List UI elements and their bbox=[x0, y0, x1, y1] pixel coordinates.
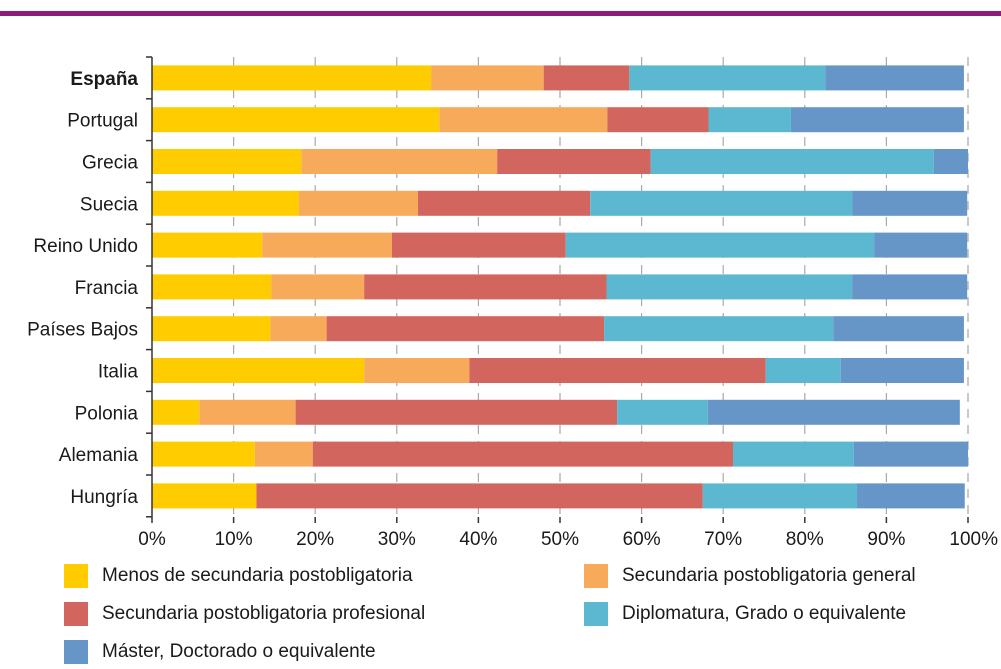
bar-segment bbox=[312, 441, 733, 467]
bar-segment bbox=[497, 149, 651, 174]
category-label: Portugal bbox=[67, 111, 138, 132]
x-tick-label: 60% bbox=[623, 529, 661, 550]
category-label: Francia bbox=[75, 278, 139, 299]
category-label: Italia bbox=[98, 362, 139, 383]
x-tick-label: 0% bbox=[138, 529, 166, 550]
category-label: Grecia bbox=[82, 153, 138, 174]
x-tick-label: 40% bbox=[459, 529, 497, 550]
category-label: Alemania bbox=[59, 445, 139, 466]
stacked-bar-chart: España Portugal Grecia Suecia Reino Unido Fra… bbox=[27, 56, 998, 550]
bar-segment bbox=[152, 441, 255, 467]
bar-segment bbox=[152, 274, 272, 300]
legend-swatch bbox=[64, 564, 88, 588]
bar-segment bbox=[295, 399, 618, 425]
bar-segment bbox=[833, 316, 964, 342]
x-tick-label: 50% bbox=[541, 529, 579, 550]
bar-segment bbox=[604, 316, 834, 342]
bar-segment bbox=[469, 358, 766, 383]
category-label: Hungría bbox=[70, 487, 138, 508]
bar-segment bbox=[840, 358, 964, 383]
legend-item: Menos de secundaria postobligatoria bbox=[64, 564, 413, 588]
bar-segment bbox=[152, 316, 271, 342]
bar-segment bbox=[152, 232, 263, 258]
category-labels: España Portugal Grecia Suecia Reino Unido Fra… bbox=[27, 69, 138, 508]
bar-segment bbox=[590, 190, 853, 216]
bar-segment bbox=[606, 274, 853, 300]
bar-segment bbox=[152, 190, 299, 216]
bar-segment bbox=[391, 232, 566, 258]
bar-segment bbox=[271, 274, 365, 300]
x-tick-label: 10% bbox=[215, 529, 253, 550]
bar-segment bbox=[852, 274, 968, 300]
legend-swatch bbox=[584, 564, 608, 588]
bar-segment bbox=[617, 399, 708, 425]
legend-label: Máster, Doctorado o equivalente bbox=[102, 641, 376, 662]
bar-segment bbox=[256, 483, 703, 509]
x-tick-label: 80% bbox=[786, 529, 824, 550]
legend-item: Diplomatura, Grado o equivalente bbox=[584, 602, 906, 626]
bar-segment bbox=[607, 107, 709, 133]
category-label: España bbox=[70, 69, 138, 90]
bar-segment bbox=[152, 358, 365, 383]
bar-segment bbox=[152, 107, 440, 133]
category-label: Reino Unido bbox=[33, 236, 138, 257]
bar-segment bbox=[543, 65, 630, 91]
bar-segment bbox=[152, 399, 200, 425]
bar-segment bbox=[708, 107, 791, 133]
bar-segment bbox=[270, 316, 327, 342]
bar-segment bbox=[702, 483, 858, 509]
bar-segment bbox=[152, 65, 432, 91]
legend-item: Secundaria postobligatoria profesional bbox=[64, 602, 425, 626]
bar-segment bbox=[853, 441, 968, 467]
bar-segment bbox=[254, 441, 313, 467]
bar-segment bbox=[565, 232, 875, 258]
legend-swatch bbox=[584, 602, 608, 626]
legend-swatch bbox=[64, 640, 88, 664]
legend-label: Secundaria postobligatoria general bbox=[622, 565, 916, 586]
legend-label: Menos de secundaria postobligatoria bbox=[102, 565, 413, 586]
bar-segment bbox=[790, 107, 964, 133]
bar-segment bbox=[199, 399, 296, 425]
bar-segment bbox=[874, 232, 968, 258]
legend: Menos de secundaria postobligatoria Secu… bbox=[64, 564, 994, 664]
bar-segment bbox=[825, 65, 964, 91]
x-tick-label: 70% bbox=[704, 529, 742, 550]
bar-segment bbox=[732, 441, 854, 467]
bar-segment bbox=[298, 190, 419, 216]
x-tick-label: 90% bbox=[867, 529, 905, 550]
category-label: Suecia bbox=[80, 194, 139, 215]
x-tick-label: 30% bbox=[378, 529, 416, 550]
bar-segment bbox=[707, 399, 960, 425]
bar-segment bbox=[326, 316, 605, 342]
bar-segment bbox=[439, 107, 608, 133]
bar-segment bbox=[418, 190, 591, 216]
bar-segment bbox=[852, 190, 968, 216]
category-label: Países Bajos bbox=[27, 320, 138, 341]
legend-label: Diplomatura, Grado o equivalente bbox=[622, 603, 907, 624]
axes bbox=[146, 56, 969, 523]
bar-segment bbox=[364, 358, 470, 383]
legend-label: Secundaria postobligatoria profesional bbox=[102, 603, 426, 624]
bar-segment bbox=[431, 65, 544, 91]
bar-segment bbox=[650, 149, 934, 174]
legend-item: Secundaria postobligatoria general bbox=[584, 564, 916, 588]
x-tick-label: 100% bbox=[949, 529, 998, 550]
top-accent-rule bbox=[0, 11, 1001, 16]
category-label: Polonia bbox=[75, 403, 139, 424]
bar-segment bbox=[262, 232, 392, 258]
bar-segment bbox=[152, 149, 302, 174]
bar-segment bbox=[933, 149, 968, 174]
bar-segment bbox=[857, 483, 965, 509]
x-tick-label: 20% bbox=[296, 529, 334, 550]
bar-segment bbox=[364, 274, 607, 300]
bar-segment bbox=[152, 483, 257, 509]
bar-segment bbox=[765, 358, 841, 383]
bar-segment bbox=[629, 65, 826, 91]
legend-swatch bbox=[64, 602, 88, 626]
bar-segments bbox=[152, 65, 968, 509]
legend-item: Máster, Doctorado o equivalente bbox=[64, 640, 376, 664]
bar-segment bbox=[301, 149, 498, 174]
x-tick-labels: 0% 10% 20% 30% 40% 50% 60% 70% 80% 90% 100% bbox=[138, 529, 998, 550]
